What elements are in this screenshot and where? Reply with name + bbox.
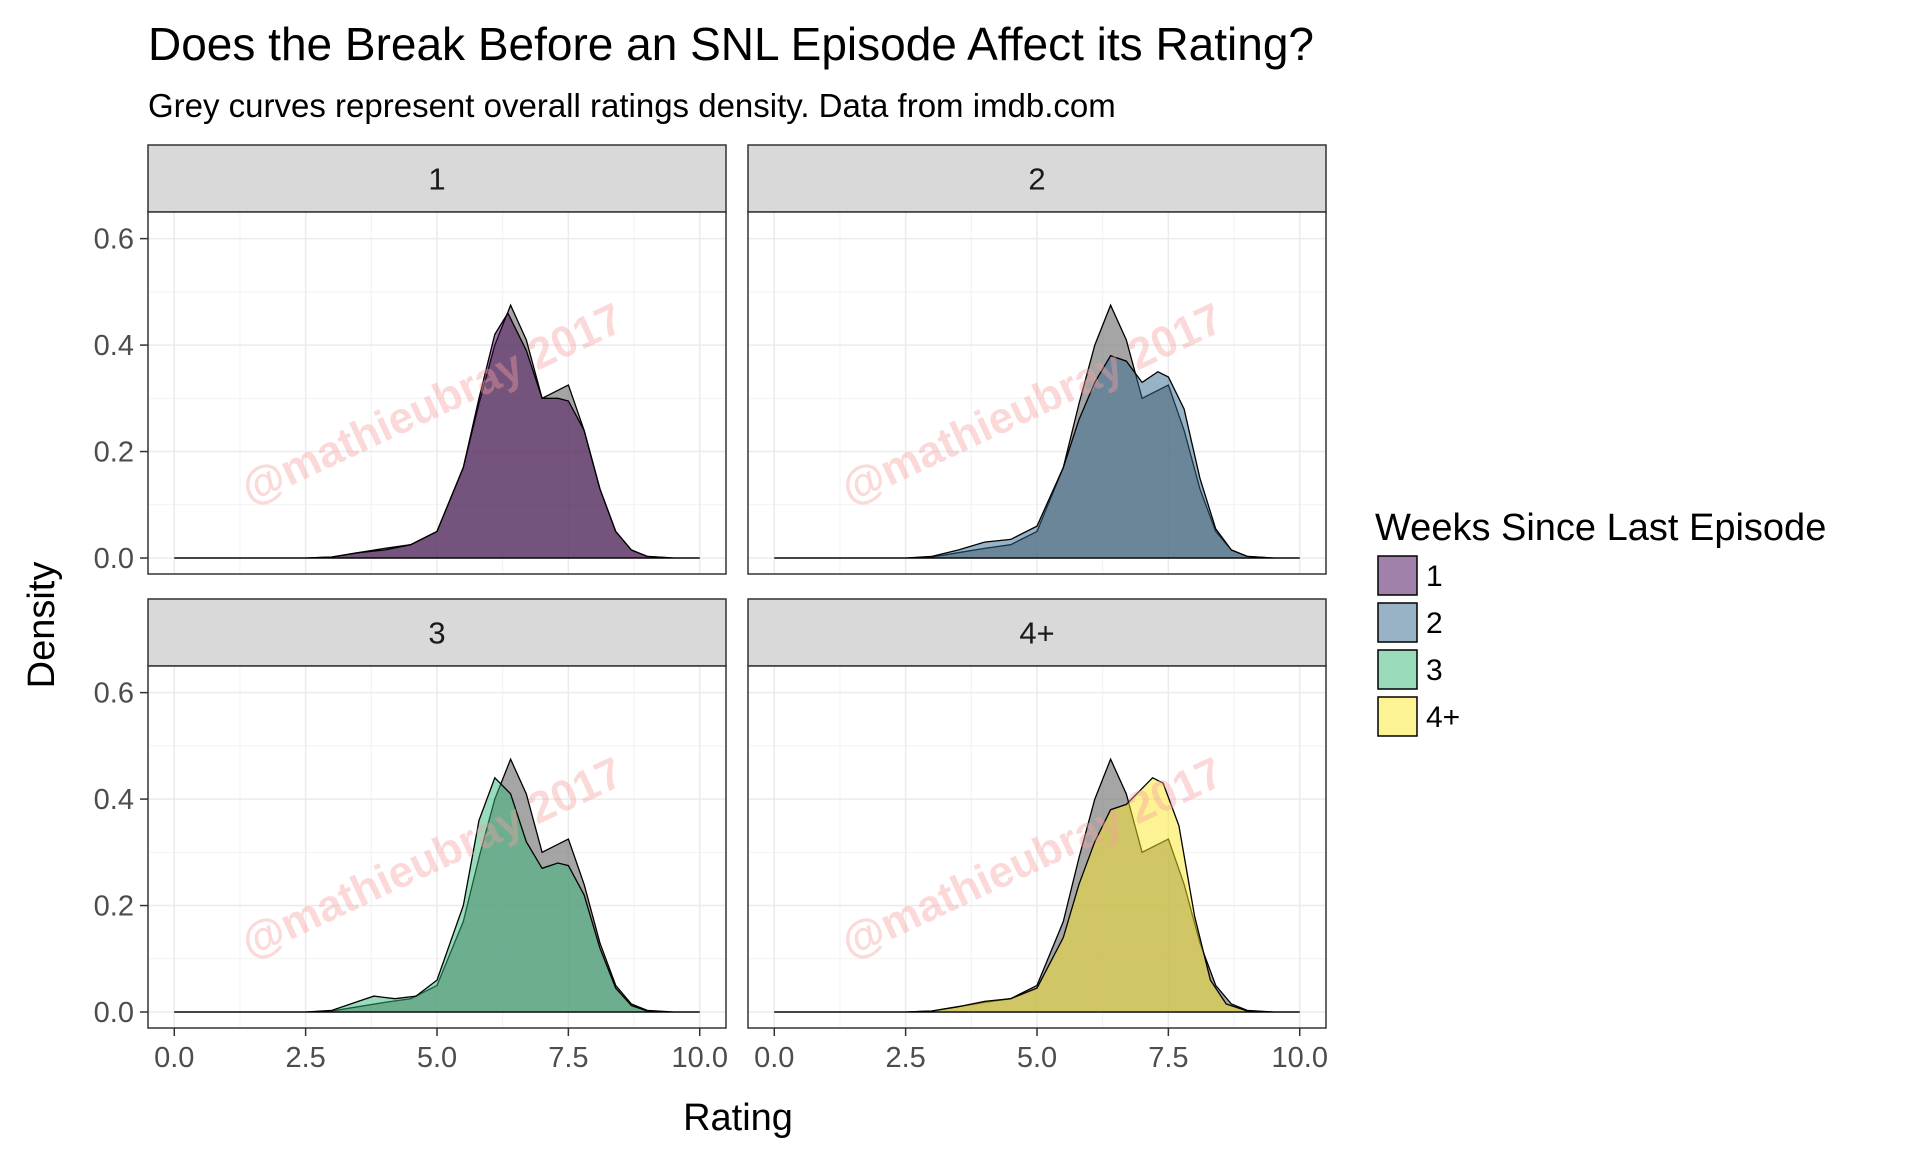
x-tick-label: 0.0 — [754, 1042, 794, 1074]
x-tick-label: 10.0 — [672, 1042, 728, 1074]
density-area-4 — [774, 777, 1300, 1013]
legend-label: 2 — [1426, 607, 1443, 640]
facet-strip-label: 4+ — [1019, 616, 1054, 651]
y-tick-label: 0.2 — [94, 437, 134, 469]
facet-panel-3: 3@mathieubray 2017 — [147, 598, 727, 1029]
x-tick-label: 0.0 — [154, 1042, 194, 1074]
facet-strip-label: 2 — [1028, 162, 1045, 197]
legend: Weeks Since Last Episode 1 2 3 4+ — [1375, 507, 1826, 737]
x-tick-label: 2.5 — [885, 1042, 925, 1074]
legend-item-4: 4+ — [1377, 696, 1460, 737]
panel-border — [747, 211, 1327, 575]
y-tick-label: 0.2 — [94, 891, 134, 923]
legend-swatch — [1377, 555, 1418, 596]
y-axis-title: Density — [21, 562, 63, 689]
legend-item-1: 1 — [1377, 555, 1443, 596]
density-area-1 — [174, 311, 700, 559]
legend-label: 3 — [1426, 654, 1443, 687]
panel-border — [147, 211, 727, 575]
y-tick-label: 0.0 — [94, 543, 134, 575]
legend-items: 1 2 3 4+ — [1377, 555, 1460, 737]
x-tick-label: 10.0 — [1272, 1042, 1328, 1074]
density-area-3 — [174, 776, 700, 1013]
legend-swatch — [1377, 696, 1418, 737]
x-tick-label: 5.0 — [1017, 1042, 1057, 1074]
legend-label: 1 — [1426, 560, 1443, 593]
density-area-2 — [774, 354, 1300, 559]
x-tick-label: 7.5 — [548, 1042, 588, 1074]
legend-title: Weeks Since Last Episode — [1375, 507, 1826, 549]
y-axis: 0.0 0.2 0.4 0.6 0.0 0.2 0.4 0.6 — [94, 224, 148, 1029]
legend-swatch — [1377, 649, 1418, 690]
y-tick-label: 0.4 — [94, 784, 134, 816]
chart-title: Does the Break Before an SNL Episode Aff… — [148, 18, 1314, 70]
x-axis: 0.0 2.5 5.0 7.5 10.0 0.0 2.5 5.0 7.5 10.0 — [154, 1028, 1328, 1074]
x-tick-label: 7.5 — [1148, 1042, 1188, 1074]
x-axis-title: Rating — [683, 1097, 793, 1139]
facet-strip-label: 1 — [428, 162, 445, 197]
facet-panel-4: 4+@mathieubray 2017 — [747, 598, 1327, 1029]
facet-strip — [147, 598, 727, 667]
legend-swatch — [1377, 602, 1418, 643]
x-tick-label: 5.0 — [417, 1042, 457, 1074]
facet-strip-label: 3 — [428, 616, 445, 651]
facet-strip — [747, 598, 1327, 667]
y-tick-label: 0.6 — [94, 224, 134, 256]
facet-panel-1: 1@mathieubray 2017 — [147, 144, 727, 575]
legend-item-3: 3 — [1377, 649, 1443, 690]
x-tick-label: 2.5 — [285, 1042, 325, 1074]
facet-panel-2: 2@mathieubray 2017 — [747, 144, 1327, 575]
facet-strip — [747, 144, 1327, 213]
chart-subtitle: Grey curves represent overall ratings de… — [148, 87, 1116, 124]
grid — [148, 666, 726, 1028]
y-tick-label: 0.4 — [94, 330, 134, 362]
legend-label: 4+ — [1426, 701, 1460, 734]
legend-item-2: 2 — [1377, 602, 1443, 643]
facet-strip — [147, 144, 727, 213]
y-tick-label: 0.0 — [94, 997, 134, 1029]
y-tick-label: 0.6 — [94, 678, 134, 710]
